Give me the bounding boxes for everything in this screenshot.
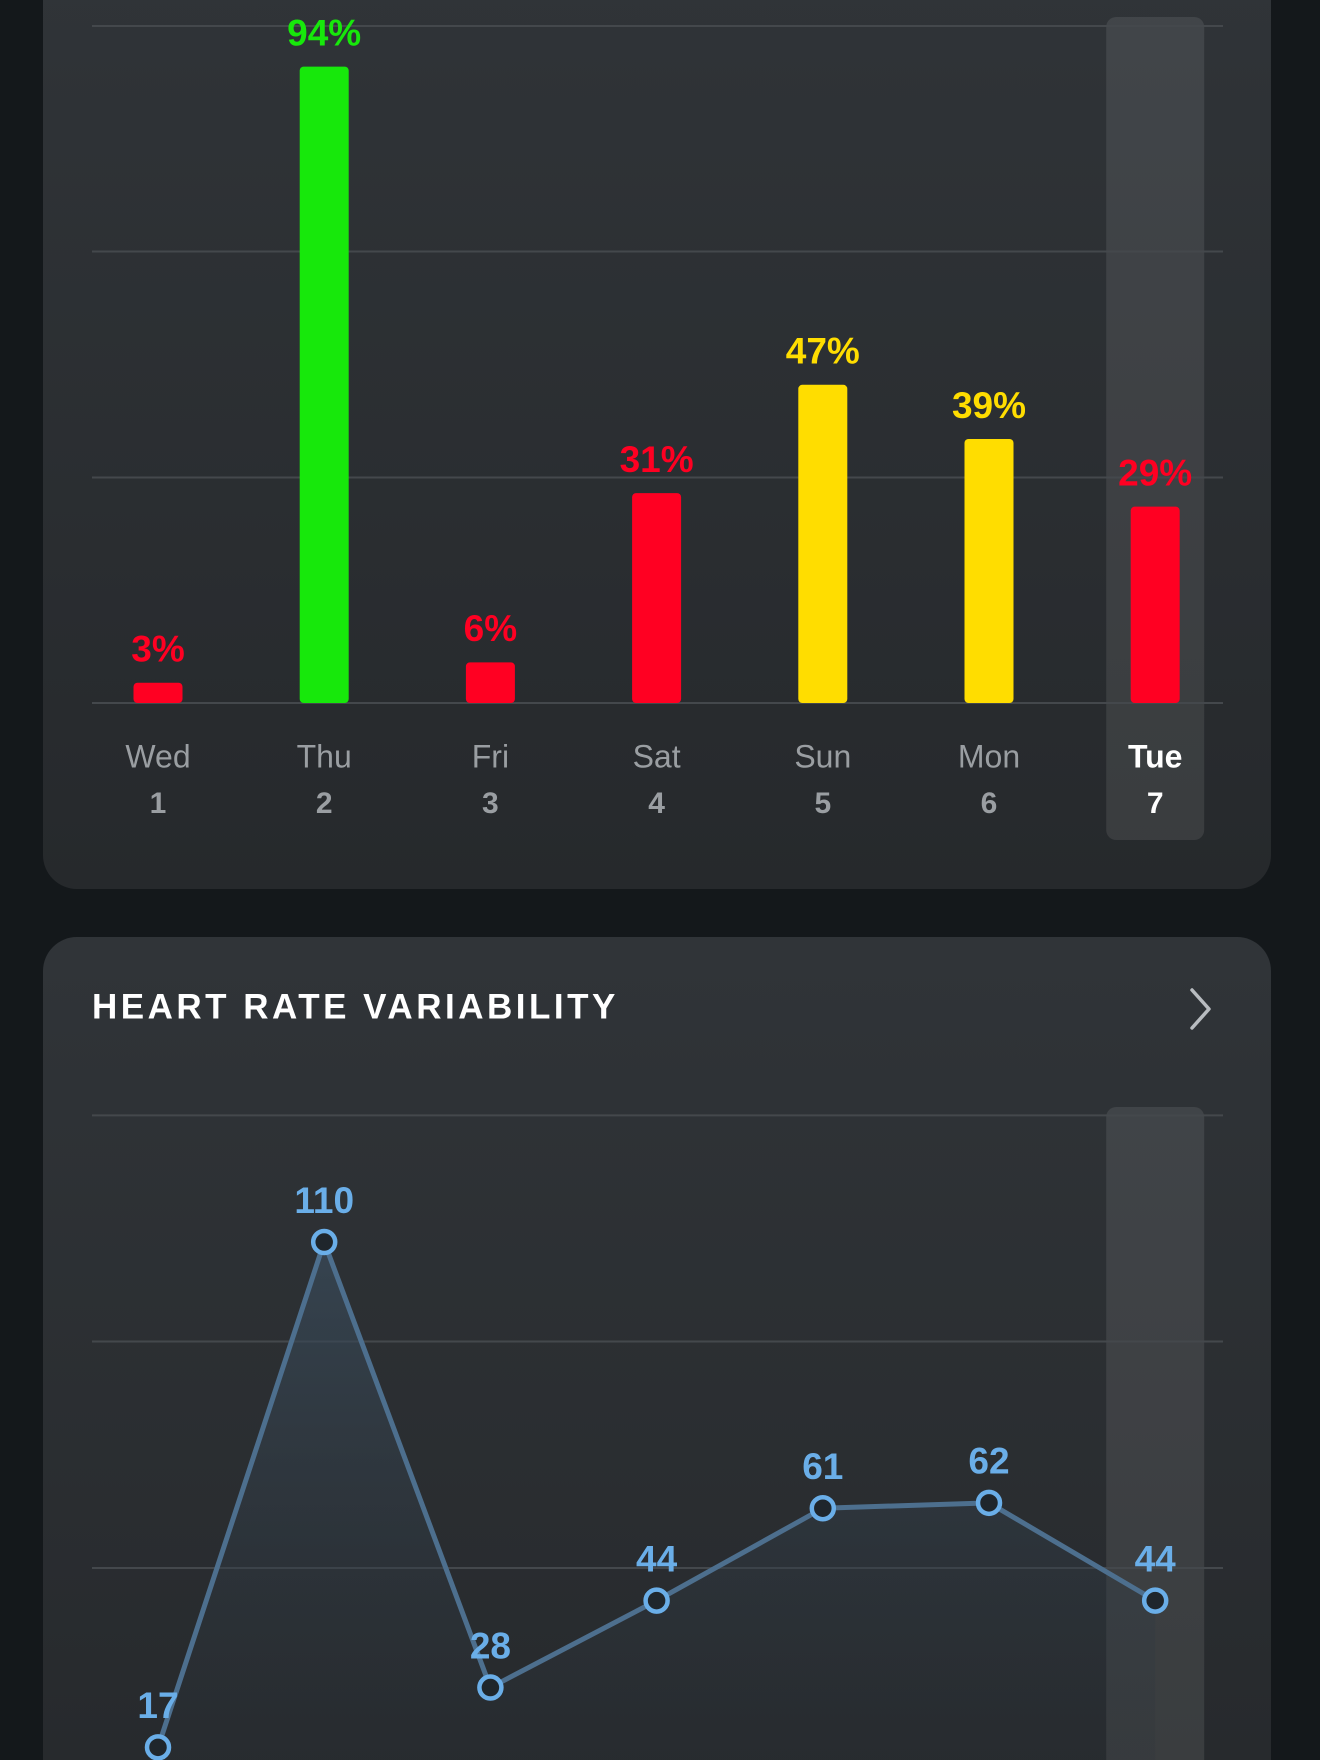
bar-chart: 3% Wed 1 94% Thu 2 6% Fri 3 31% Sat 4 47% Sun 5 39% Mon 6… xyxy=(92,12,1223,840)
value-label: 62 xyxy=(968,1441,1009,1482)
date-label: 6 xyxy=(981,787,998,820)
bar xyxy=(964,438,1014,703)
day-label: Tue xyxy=(1128,738,1183,774)
point xyxy=(975,1489,1003,1517)
value-label: 47% xyxy=(786,331,860,372)
value-label: 6% xyxy=(464,608,517,649)
value-label: 61 xyxy=(802,1446,843,1487)
day-label: Wed xyxy=(125,738,190,774)
point xyxy=(310,1228,338,1256)
chevron[interactable] xyxy=(1190,988,1211,1030)
bar xyxy=(133,682,183,703)
bar xyxy=(632,493,682,703)
bar xyxy=(798,384,848,703)
day-label: Mon xyxy=(958,738,1020,774)
value-label: 31% xyxy=(620,439,694,480)
bar xyxy=(1130,506,1180,703)
bar xyxy=(465,662,515,703)
date-label: 5 xyxy=(814,787,831,820)
day-label: Sat xyxy=(633,738,681,774)
value-label: 110 xyxy=(294,1180,354,1221)
value-label: 44 xyxy=(636,1538,678,1579)
value-label: 44 xyxy=(1135,1538,1177,1579)
recovery-card xyxy=(43,0,1271,889)
line-chart: 17 110 28 44 61 62 44 xyxy=(92,1107,1223,1760)
point xyxy=(477,1674,504,1701)
date-label: 4 xyxy=(648,787,665,820)
point xyxy=(809,1494,837,1522)
bar xyxy=(299,66,349,704)
day-label: Fri xyxy=(472,738,509,774)
point xyxy=(144,1734,172,1760)
value-label: 39% xyxy=(952,385,1026,426)
area xyxy=(158,1242,1156,1760)
date-label: 7 xyxy=(1147,787,1164,820)
value-label: 17 xyxy=(137,1685,178,1726)
point xyxy=(1141,1587,1169,1614)
day-label: Sun xyxy=(794,738,851,774)
date-label: 1 xyxy=(150,787,167,820)
selected-column xyxy=(1106,17,1205,840)
value-label: 94% xyxy=(287,12,361,53)
date-label: 2 xyxy=(316,787,333,820)
point xyxy=(643,1587,670,1614)
value-label: 29% xyxy=(1118,452,1192,493)
day-label: Thu xyxy=(297,738,352,774)
date-label: 3 xyxy=(482,787,499,820)
value-label: 3% xyxy=(131,628,184,669)
card-title: HEART RATE VARIABILITY xyxy=(92,987,619,1026)
value-label: 28 xyxy=(470,1625,511,1666)
